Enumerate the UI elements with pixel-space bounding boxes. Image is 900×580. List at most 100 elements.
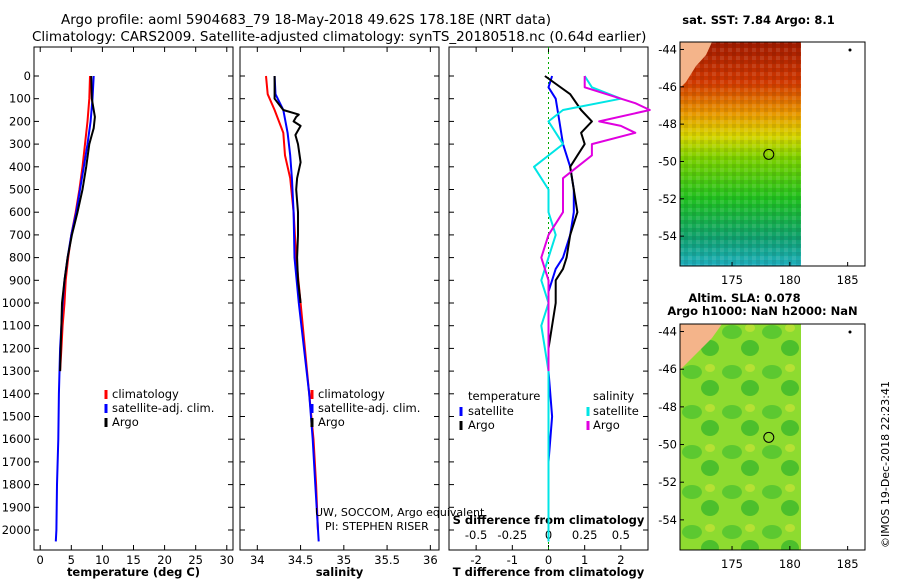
sla_map-axes: -44 -46 -48 -50 -52 -54 175 180 185 Altim. SLA: 0… [658, 291, 858, 571]
map-y-tick-label: -50 [658, 438, 677, 452]
sla-title: Altim. SLA: 0.078 [688, 291, 800, 305]
legend-label: Argo [468, 418, 495, 432]
s-tick-label: -0.5 [465, 528, 487, 542]
y-tick-label: 1800 [2, 478, 31, 492]
salinity-xlabel: salinity [316, 565, 364, 579]
map-y-tick-label: -46 [658, 80, 677, 94]
s-tick-label: -0.25 [497, 528, 527, 542]
x-tick-label: 25 [188, 553, 203, 567]
temperature-frame [33, 46, 234, 551]
series-line-s-satellite [533, 75, 622, 542]
land-patch [680, 42, 712, 88]
island-mark [848, 48, 852, 52]
legend-label: satellite-adj. clim. [318, 401, 420, 415]
series-line-satellite-adj-clim- [273, 75, 320, 542]
x-tick-label: 0 [37, 553, 44, 567]
series-line-s-argo [540, 76, 651, 372]
salinity-frame [239, 46, 440, 551]
legend-label: satellite [468, 404, 514, 418]
y-tick-label: 1200 [2, 341, 31, 355]
y-tick-label: 900 [9, 273, 31, 287]
map-y-tick-label: -54 [658, 513, 677, 527]
x-tick-label: 35.5 [374, 553, 400, 567]
y-tick-label: 1600 [2, 432, 31, 446]
x-tick-label: 1 [581, 553, 588, 567]
x-tick-label: 35 [337, 553, 352, 567]
map-y-tick-label: -48 [658, 117, 677, 131]
x-tick-label: 2 [617, 553, 624, 567]
sst-map [679, 41, 866, 267]
temperature-xlabel: temperature (deg C) [67, 565, 200, 579]
map-y-tick-label: -52 [658, 475, 677, 489]
map-y-tick-label: -46 [658, 362, 677, 376]
x-tick-label: 34 [250, 553, 265, 567]
map-x-tick-label: 185 [837, 557, 859, 571]
land-patch [680, 324, 722, 370]
argo-position-marker [763, 431, 775, 443]
map-y-tick-label: -54 [658, 229, 677, 243]
y-tick-label: 1400 [2, 387, 31, 401]
x-tick-label: -1 [507, 553, 518, 567]
map-y-tick-label: -50 [658, 154, 677, 168]
y-tick-label: 1900 [2, 500, 31, 514]
y-tick-label: 1100 [2, 319, 31, 333]
y-tick-label: 0 [24, 69, 31, 83]
legend-label: climatology [318, 387, 385, 401]
legend-label: satellite [593, 404, 639, 418]
y-tick-label: 2000 [2, 523, 31, 537]
map-y-tick-label: -44 [658, 42, 677, 56]
sst-title: sat. SST: 7.84 Argo: 8.1 [682, 13, 834, 27]
legend-title-temperature: temperature [468, 389, 540, 403]
island-mark [848, 330, 852, 334]
legend-label: climatology [112, 387, 179, 401]
map-y-tick-label: -52 [658, 192, 677, 206]
x-tick-label: 20 [157, 553, 172, 567]
legend-label: Argo [593, 418, 620, 432]
y-tick-label: 400 [9, 160, 31, 174]
y-tick-label: 600 [9, 205, 31, 219]
map-x-tick-label: 180 [779, 557, 801, 571]
figure-title-line1: Argo profile: aoml 5904683_79 18-May-201… [61, 12, 552, 28]
credit-line1: UW, SOCCOM, Argo equivalent [315, 506, 485, 519]
x-tick-label: 15 [126, 553, 141, 567]
sst_map-axes: -44 -46 -48 -50 -52 -54 175 180 185 sat. SST: 7.8… [658, 13, 858, 287]
salinity-panel: 34 34.5 35 35.5 36 salinity climatologysatelli… [239, 46, 440, 579]
y-tick-label: 800 [9, 251, 31, 265]
sla-subtitle: Argo h1000: NaN h2000: NaN [667, 304, 857, 318]
y-tick-label: 700 [9, 228, 31, 242]
sla-map [679, 323, 866, 551]
timestamp: ©IMOS 19-Dec-2018 22:23:41 [879, 381, 892, 548]
x-tick-label: -2 [470, 553, 481, 567]
map-x-tick-label: 185 [837, 273, 859, 287]
figure-title-line2: Climatology: CARS2009. Satellite-adjuste… [32, 29, 647, 45]
y-tick-label: 200 [9, 114, 31, 128]
map-x-tick-label: 175 [721, 273, 743, 287]
legend-label: satellite-adj. clim. [112, 401, 214, 415]
x-tick-label: 36 [423, 553, 438, 567]
difference-xlabel: T difference from climatology [453, 565, 645, 579]
map-y-tick-label: -48 [658, 400, 677, 414]
temperature-panel: 0100200300400500600700800900100011001200… [2, 46, 234, 579]
legend-label: Argo [318, 415, 345, 429]
y-tick-label: 500 [9, 183, 31, 197]
y-tick-label: 1700 [2, 455, 31, 469]
argo-position-marker [763, 148, 775, 160]
x-tick-label: 10 [95, 553, 110, 567]
y-tick-label: 100 [9, 92, 31, 106]
series-line-t-argo [544, 75, 593, 372]
s-tick-label: 0.5 [612, 528, 630, 542]
x-tick-label: 34.5 [288, 553, 314, 567]
map-x-tick-label: 175 [721, 557, 743, 571]
x-tick-label: 30 [219, 553, 234, 567]
x-tick-label: 0 [545, 553, 552, 567]
y-tick-label: 1500 [2, 410, 31, 424]
map-y-tick-label: -44 [658, 325, 677, 339]
map-x-tick-label: 180 [779, 273, 801, 287]
s-tick-label: 0.25 [572, 528, 598, 542]
y-tick-label: 300 [9, 137, 31, 151]
legend-title-salinity: salinity [593, 389, 634, 403]
series-line-argo [273, 76, 302, 304]
credit-line2: PI: STEPHEN RISER [325, 520, 429, 533]
